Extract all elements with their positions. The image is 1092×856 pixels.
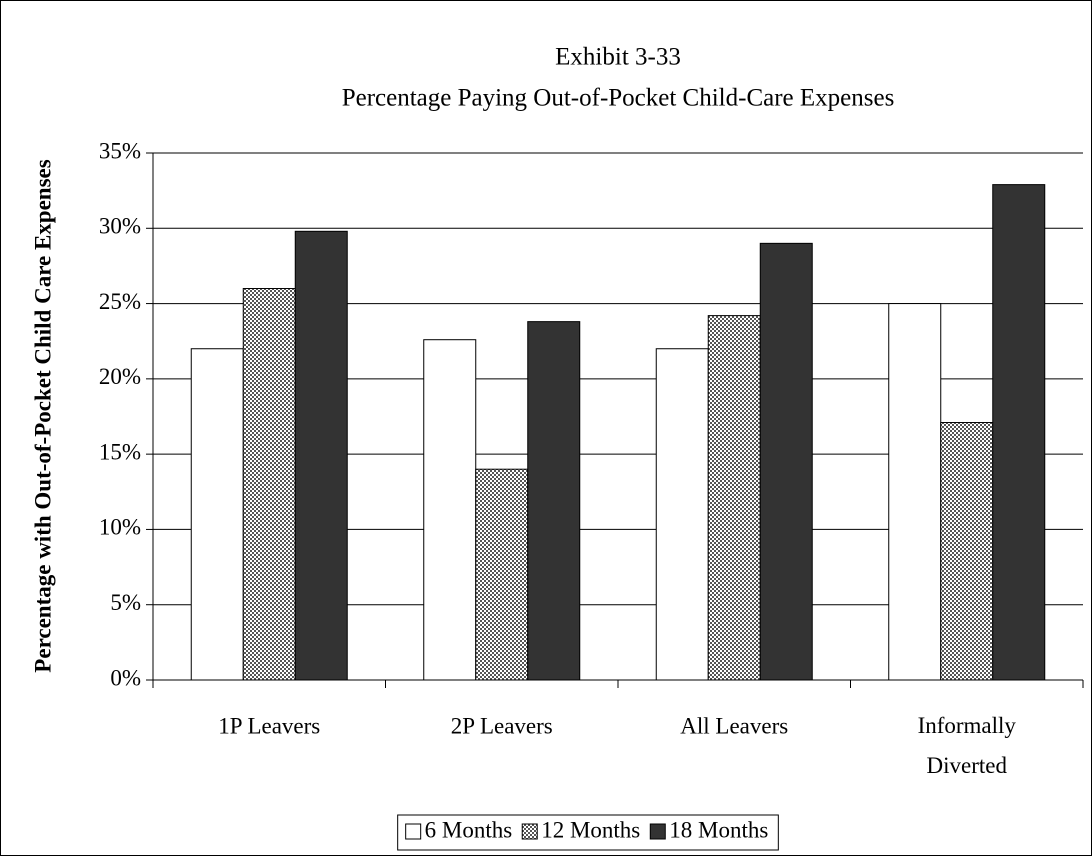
bar xyxy=(888,303,942,681)
x-tick-label: 1P Leavers xyxy=(218,713,320,738)
bar xyxy=(707,315,761,681)
bar xyxy=(527,321,581,681)
bar xyxy=(475,468,529,681)
legend-swatch xyxy=(405,823,422,840)
x-tick-label: Informally Diverted xyxy=(918,713,1017,778)
bar xyxy=(992,184,1046,681)
y-tick-label: 0% xyxy=(110,665,141,690)
x-tick-label: All Leavers xyxy=(680,713,788,738)
legend-label: 6 Months xyxy=(425,817,513,842)
bar xyxy=(940,422,994,681)
y-tick-label: 30% xyxy=(99,214,141,239)
bar xyxy=(423,339,477,681)
bar xyxy=(655,348,709,681)
bar xyxy=(242,288,296,681)
chart-title: Exhibit 3-33 xyxy=(555,44,681,71)
y-tick-label: 35% xyxy=(99,138,141,163)
legend-box xyxy=(397,814,779,851)
x-tick-label: 2P Leavers xyxy=(451,713,553,738)
chart-subtitle: Percentage Paying Out-of-Pocket Child-Ca… xyxy=(342,85,895,112)
y-tick-label: 25% xyxy=(99,289,141,314)
bar xyxy=(294,230,348,681)
y-axis-label: Percentage with Out-of-Pocket Child Care… xyxy=(30,159,55,672)
legend-swatch xyxy=(521,823,538,840)
legend-label: 12 Months xyxy=(541,817,640,842)
y-tick-label: 20% xyxy=(99,364,141,389)
legend-label: 18 Months xyxy=(669,817,768,842)
y-tick-label: 15% xyxy=(99,439,141,464)
y-tick-label: 5% xyxy=(110,590,141,615)
bar xyxy=(759,242,813,681)
legend-swatch xyxy=(649,823,666,840)
y-tick-label: 10% xyxy=(99,515,141,540)
bar xyxy=(190,348,244,681)
